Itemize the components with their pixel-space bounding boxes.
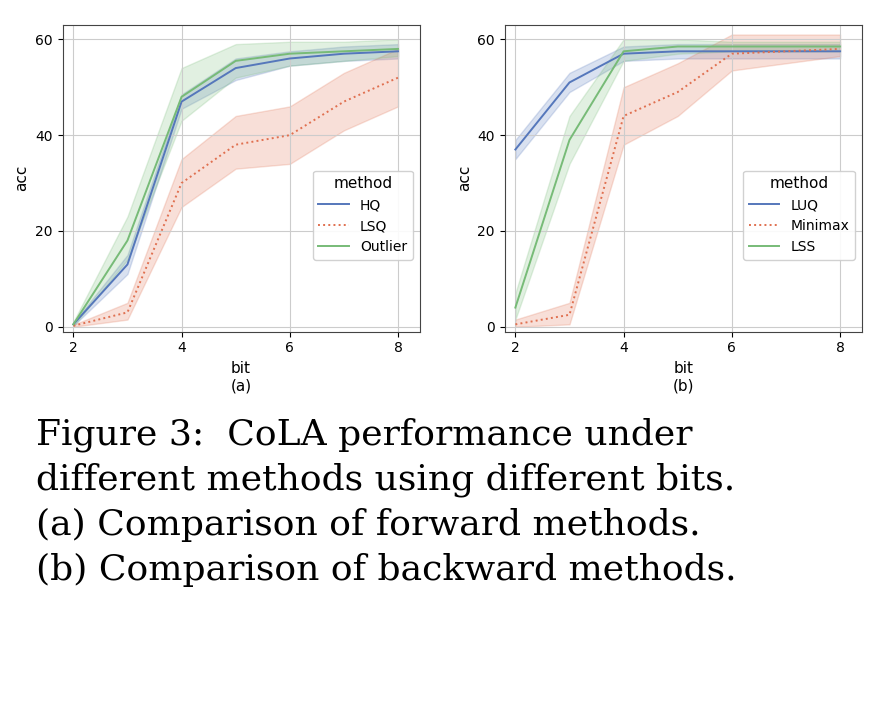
Outlier (285, 49, 296, 58)
Y-axis label: acc: acc (456, 165, 472, 191)
LUQ (510, 145, 521, 154)
LSS (727, 42, 738, 51)
Outlier (176, 93, 187, 101)
LUQ (780, 47, 791, 56)
Line: LUQ: LUQ (515, 51, 840, 150)
Text: Figure 3:  CoLA performance under
different methods using different bits.
(a) Co: Figure 3: CoLA performance under differe… (36, 417, 737, 587)
Line: HQ: HQ (73, 51, 398, 324)
LSS (780, 42, 791, 51)
Line: LSQ: LSQ (73, 78, 398, 326)
HQ (176, 97, 187, 106)
LSS (618, 47, 629, 56)
Outlier (68, 320, 79, 329)
LUQ (564, 78, 575, 87)
Outlier (122, 236, 133, 245)
LSQ (68, 322, 79, 330)
Minimax (564, 310, 575, 319)
Legend: LUQ, Minimax, LSS: LUQ, Minimax, LSS (743, 170, 855, 260)
X-axis label: bit
(a): bit (a) (230, 361, 252, 394)
Minimax (618, 112, 629, 120)
Legend: HQ, LSQ, Outlier: HQ, LSQ, Outlier (313, 170, 413, 260)
Outlier (393, 45, 404, 53)
Minimax (780, 47, 791, 56)
LUQ (835, 47, 846, 56)
HQ (68, 320, 79, 329)
LSS (510, 303, 521, 312)
LSS (564, 135, 575, 144)
LSQ (230, 140, 241, 149)
Minimax (672, 88, 683, 96)
HQ (338, 49, 349, 58)
LSS (835, 42, 846, 51)
LSQ (285, 131, 296, 140)
HQ (122, 260, 133, 269)
LUQ (618, 49, 629, 58)
LUQ (672, 47, 683, 56)
LSQ (393, 73, 404, 82)
LSQ (338, 97, 349, 106)
LSQ (176, 179, 187, 188)
Minimax (510, 320, 521, 329)
Line: Outlier: Outlier (73, 49, 398, 324)
Line: LSS: LSS (515, 46, 840, 307)
LSS (672, 42, 683, 51)
Minimax (835, 45, 846, 53)
Outlier (338, 47, 349, 56)
HQ (393, 47, 404, 56)
LUQ (727, 47, 738, 56)
HQ (285, 54, 296, 63)
LSQ (122, 308, 133, 317)
HQ (230, 63, 241, 72)
X-axis label: bit
(b): bit (b) (672, 361, 694, 394)
Minimax (727, 49, 738, 58)
Outlier (230, 56, 241, 65)
Line: Minimax: Minimax (515, 49, 840, 324)
Y-axis label: acc: acc (14, 165, 29, 191)
